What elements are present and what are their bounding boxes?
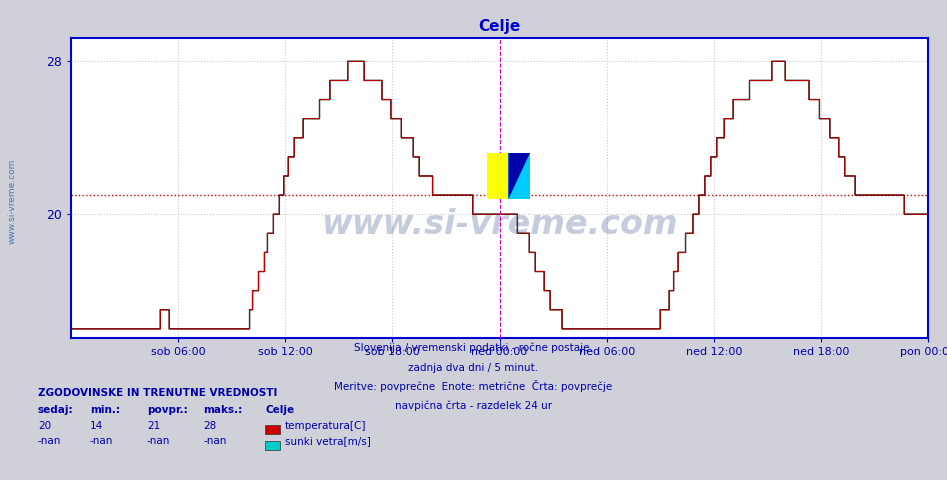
Polygon shape [509, 153, 530, 199]
Text: -nan: -nan [147, 436, 170, 446]
Text: maks.:: maks.: [204, 405, 242, 415]
Text: povpr.:: povpr.: [147, 405, 188, 415]
Text: -nan: -nan [204, 436, 227, 446]
Text: min.:: min.: [90, 405, 120, 415]
Bar [487, 153, 509, 199]
Text: -nan: -nan [90, 436, 114, 446]
Text: temperatura[C]: temperatura[C] [285, 420, 366, 431]
Text: ZGODOVINSKE IN TRENUTNE VREDNOSTI: ZGODOVINSKE IN TRENUTNE VREDNOSTI [38, 388, 277, 398]
Text: Celje: Celje [265, 405, 295, 415]
Text: www.si-vreme.com: www.si-vreme.com [321, 208, 678, 241]
Text: sedaj:: sedaj: [38, 405, 74, 415]
Text: zadnja dva dni / 5 minut.: zadnja dva dni / 5 minut. [408, 362, 539, 372]
Text: 20: 20 [38, 420, 51, 431]
Text: www.si-vreme.com: www.si-vreme.com [8, 159, 17, 244]
Text: -nan: -nan [38, 436, 62, 446]
Text: sunki vetra[m/s]: sunki vetra[m/s] [285, 436, 371, 446]
Text: Meritve: povprečne  Enote: metrične  Črta: povprečje: Meritve: povprečne Enote: metrične Črta:… [334, 380, 613, 392]
Text: 14: 14 [90, 420, 103, 431]
Text: Slovenija / vremenski podatki - ročne postaje.: Slovenija / vremenski podatki - ročne po… [354, 343, 593, 353]
Text: 21: 21 [147, 420, 160, 431]
Text: 28: 28 [204, 420, 217, 431]
Text: navpična črta - razdelek 24 ur: navpična črta - razdelek 24 ur [395, 400, 552, 411]
Bar [509, 153, 530, 199]
Title: Celje: Celje [478, 20, 521, 35]
